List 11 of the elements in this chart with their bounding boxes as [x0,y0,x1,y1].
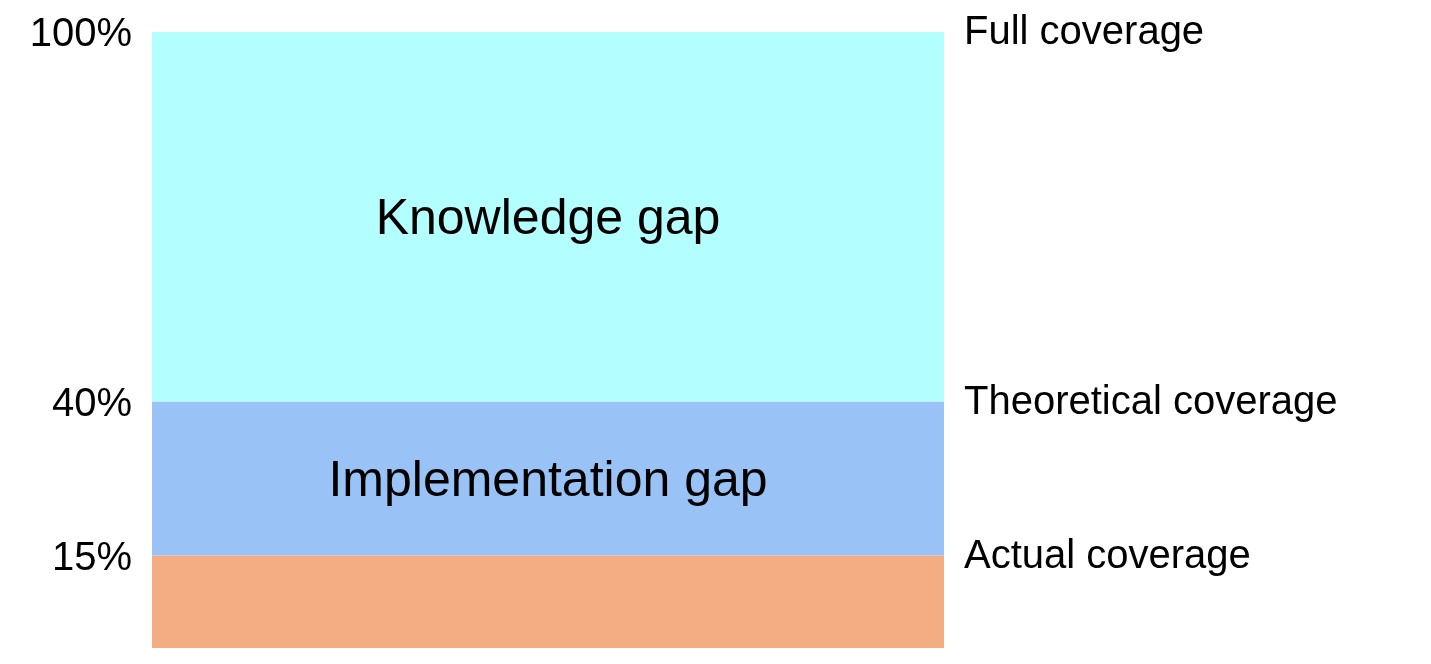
text: Theoretical coverage [964,377,1338,422]
y-tick-label: 100% [29,10,132,54]
series-label: Knowledge gap [375,188,721,245]
y-tick-label: 40% [51,379,132,424]
text: Actual coverage [964,531,1251,576]
y-tick-label: 15% [51,533,132,578]
bar [152,555,944,648]
series-label: Implementation gap [328,450,768,507]
bar [152,401,944,556]
bar [152,32,944,402]
text: Full coverage [964,8,1205,52]
